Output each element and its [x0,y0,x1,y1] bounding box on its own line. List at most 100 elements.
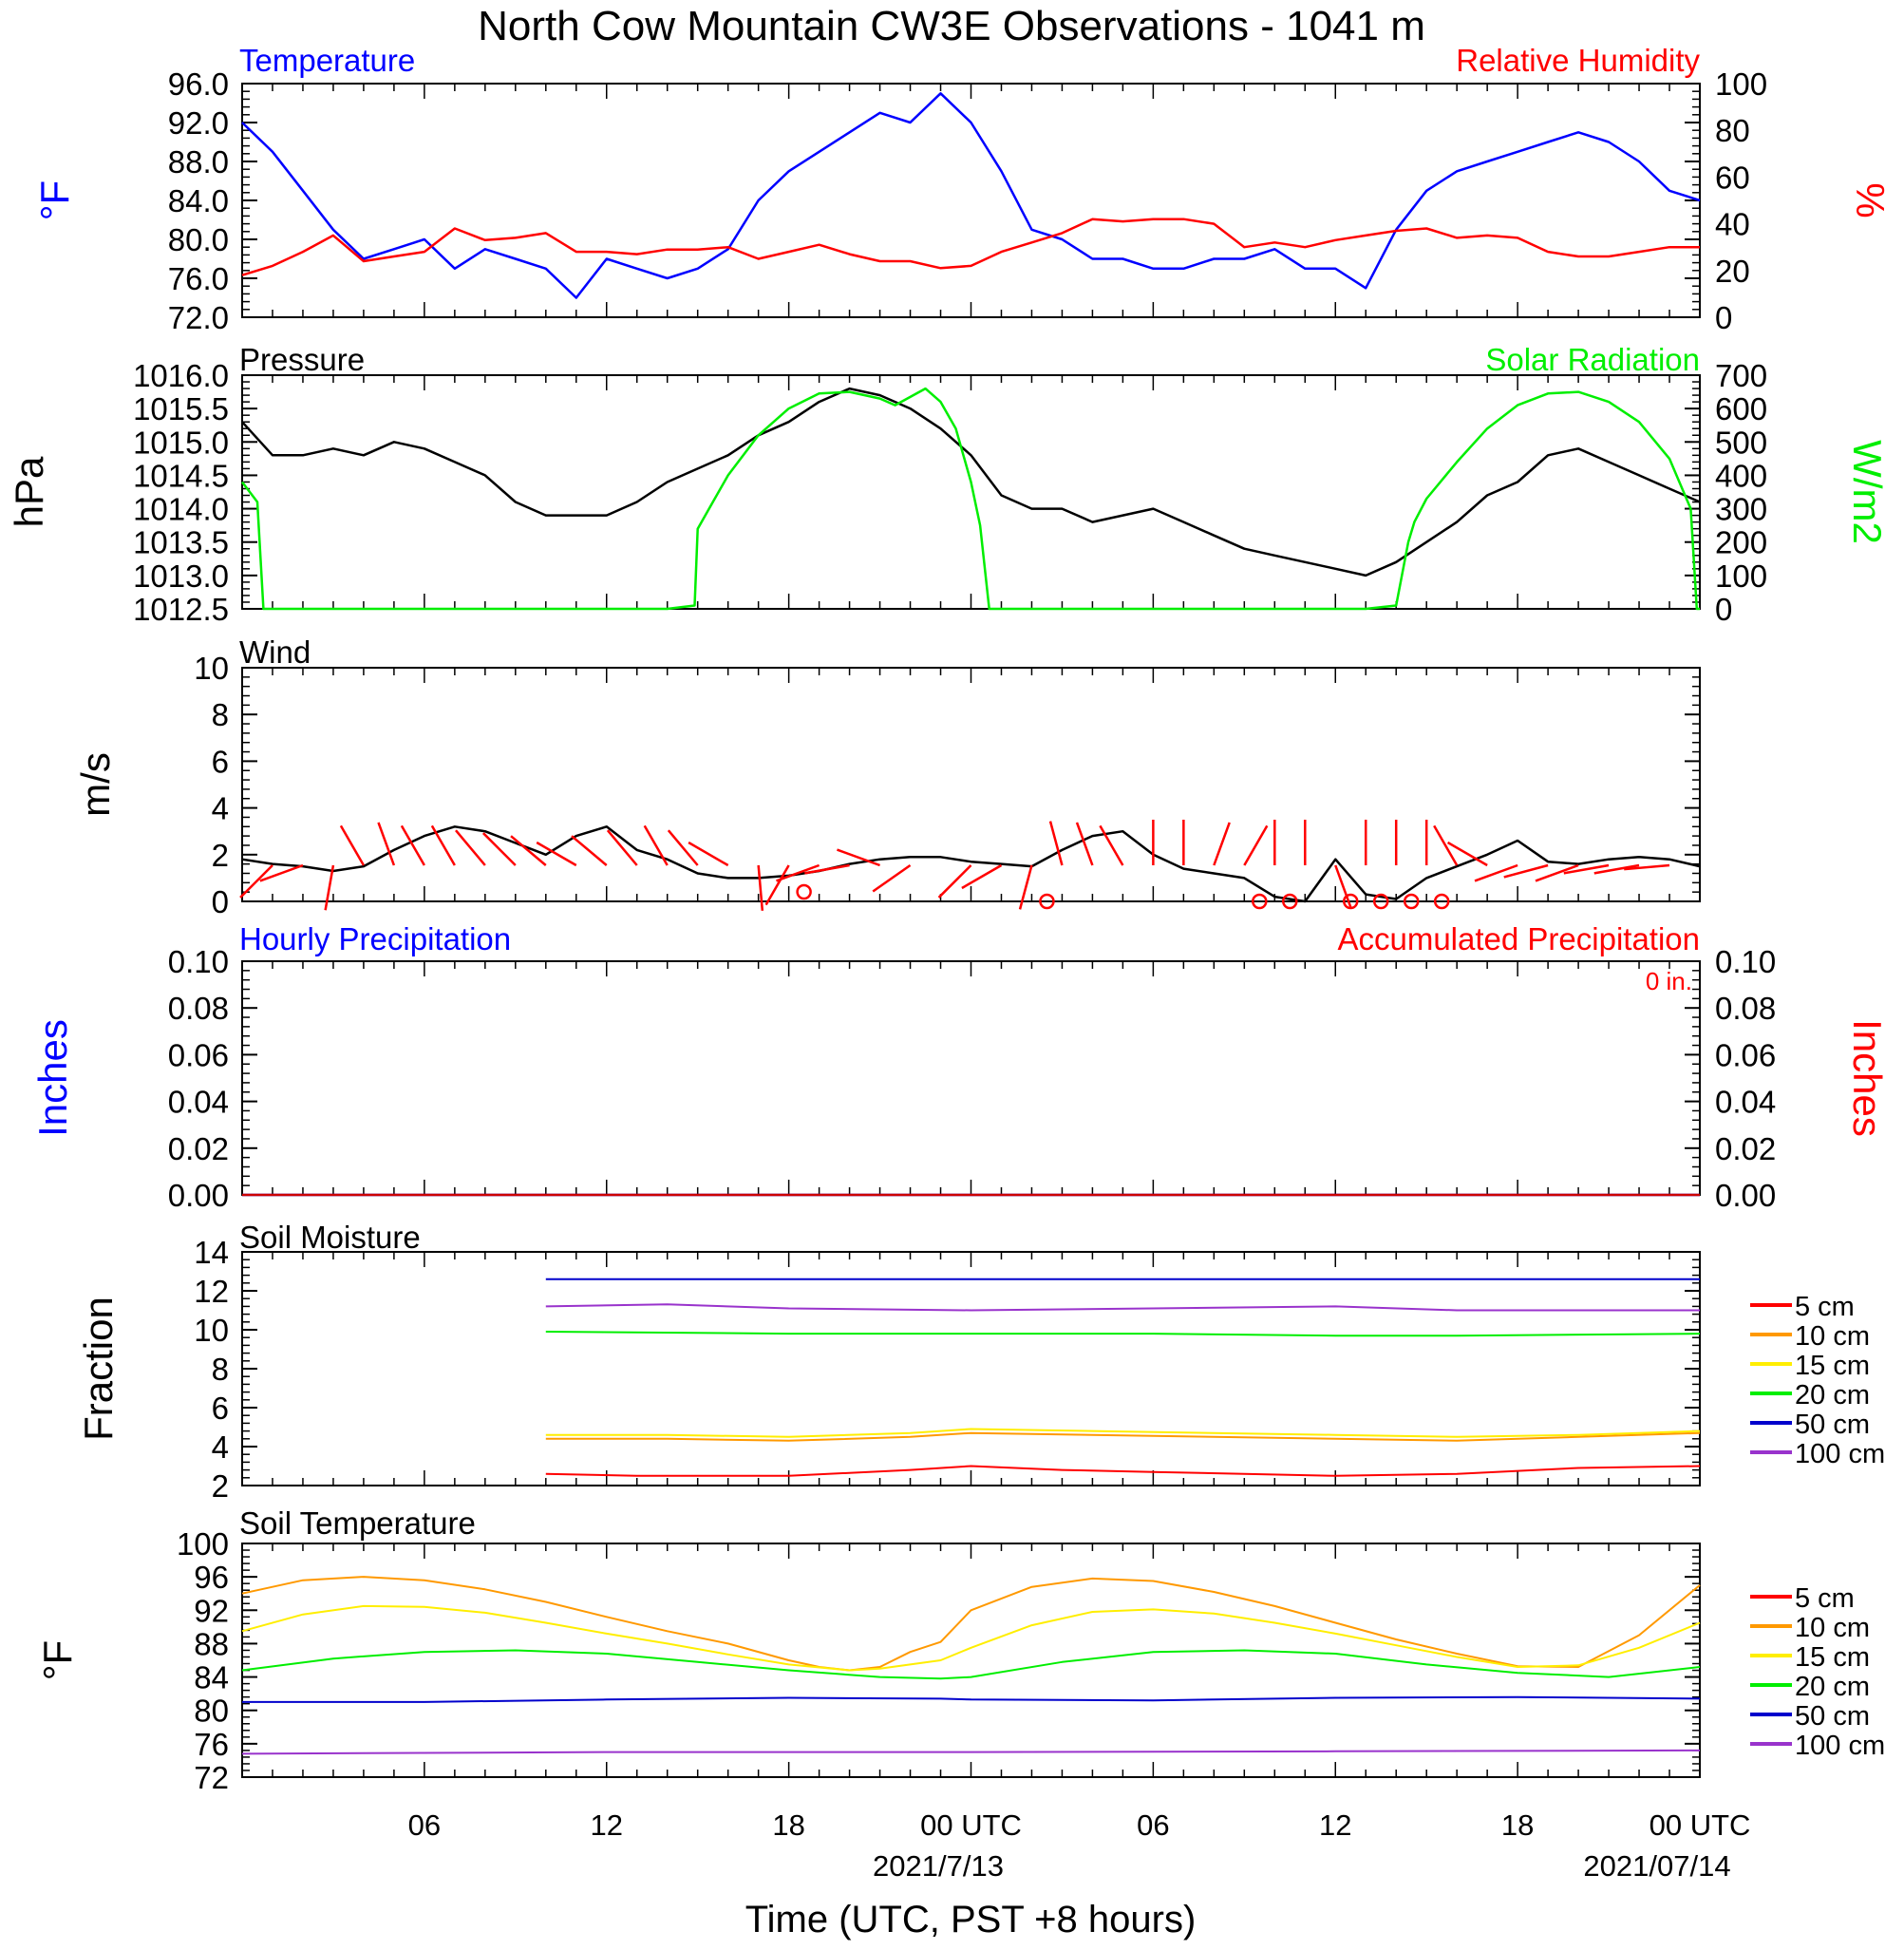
series-line-15-cm [545,1428,1701,1438]
soil-temperature-axis-label: °F [35,1640,80,1680]
calm-wind-marker [1282,893,1298,910]
solar-axis-label: W/m2 [1845,440,1890,544]
wind-barb [239,864,273,899]
solar-title: Solar Radiation [1485,342,1700,377]
wind-barb [455,829,486,866]
precip-left-axis-label: Inches [30,1019,75,1137]
y-tick-label: 4 [212,791,229,826]
y-tick-label: 1015.0 [133,425,229,460]
y-tick-label: 8 [212,697,229,732]
y-right-tick-label: 400 [1715,458,1767,493]
y-tick-label: 1013.5 [133,525,229,560]
y-tick-label: 0 [212,884,229,919]
y-right-tick-label: 0.10 [1715,944,1776,979]
y-right-tick-label: 600 [1715,391,1767,426]
y-tick-label: 76.0 [168,261,229,296]
wind-barb [339,824,365,866]
y-right-tick-label: 500 [1715,425,1767,460]
temp-rh-lines [241,92,1701,299]
wind-title: Wind [239,634,311,670]
y-tick-label: 92 [194,1593,229,1628]
calm-wind-marker [796,883,812,900]
precip-right-axis-label: Inches [1845,1019,1890,1137]
wind-axis-marks [241,667,1701,902]
y-tick-label: 10 [194,1313,229,1348]
solar-axis-label-text: W/m2 [1845,440,1890,544]
wind-barb [837,848,880,867]
wind-barb [804,863,850,875]
pressure-axis-label: hPa [7,456,51,527]
wind-barb [1535,863,1579,882]
y-right-tick-label: 0.04 [1715,1085,1776,1120]
wind-barb [688,841,729,867]
series-line-relative-humidity [241,218,1700,276]
x-tick-label: 18 [1501,1808,1534,1842]
humidity-title: Relative Humidity [1456,43,1700,78]
y-tick-label: 100 [177,1526,229,1562]
rh-tick-labels: 0 20 40 60 80 100 [1715,66,1767,335]
wind-barb [606,829,638,866]
x-axis-label: Time (UTC, PST +8 hours) [745,1899,1197,1941]
y-tick-label: 84 [194,1660,229,1695]
wind-barbs [239,820,1670,911]
date-label-2: 2021/07/14 [1583,1849,1730,1883]
precip-left-tick-labels: 0.00 0.02 0.04 0.06 0.08 0.10 [168,944,229,1213]
wind-barb [872,863,912,893]
series-line-20-cm [545,1331,1701,1337]
y-tick-label: 1014.0 [133,492,229,527]
y-tick-label: 14 [194,1235,229,1270]
wind-barb [377,822,396,866]
y-tick-label: 4 [212,1429,229,1465]
soil-temperature-lines [241,1576,1701,1755]
calm-wind-marker [1039,893,1055,910]
precip-right-tick-labels: 0.00 0.02 0.04 0.06 0.08 0.10 [1715,944,1776,1213]
y-right-tick-label: 700 [1715,358,1767,393]
y-tick-label: 6 [212,1391,229,1426]
wind-barb [1018,864,1033,910]
legend-label: 10 cm [1795,1321,1870,1352]
wind-barb [510,835,547,866]
y-tick-label: 0.10 [168,944,229,979]
series-line-10-cm [545,1431,1701,1442]
hourly-precip-title: Hourly Precipitation [239,921,511,956]
y-tick-label: 6 [212,744,229,779]
legend-label: 50 cm [1795,1701,1870,1732]
y-tick-label: 0.04 [168,1085,229,1120]
soil-temperature-axis-marks [241,1543,1701,1778]
y-right-tick-label: 20 [1715,254,1750,289]
calm-wind-marker [1372,893,1389,910]
x-tick-label: 18 [772,1808,804,1842]
y-right-tick-label: 0.08 [1715,991,1776,1026]
y-tick-label: 0.08 [168,991,229,1026]
temp-axis-label: °F [32,180,77,220]
wind-barb [259,863,304,882]
wind-barb [937,864,972,899]
y-tick-label: 0.02 [168,1131,229,1166]
legend-label: 100 cm [1795,1439,1885,1469]
series-line-solar-radiation [241,387,1700,611]
rh-axis-label: % [1848,182,1893,218]
y-tick-label: 0.00 [168,1178,229,1213]
y-tick-label: 12 [194,1274,229,1309]
temperature-title: Temperature [239,43,415,78]
y-right-tick-label: 0.06 [1715,1037,1776,1072]
wind-barb [481,832,517,866]
series-line-20-cm [241,1649,1701,1680]
legend-label: 15 cm [1795,1351,1870,1381]
series-line-10-cm [241,1576,1701,1672]
wind-barb [536,841,577,867]
wind-barb [1075,822,1094,866]
y-tick-label: 1012.5 [133,592,229,627]
date-label-1: 2021/7/13 [873,1849,1004,1883]
wind-barb [324,864,335,911]
y-tick-label: 2 [212,1468,229,1504]
series-line-100-cm [241,1749,1701,1755]
y-right-tick-label: 60 [1715,160,1750,195]
y-tick-label: 80.0 [168,222,229,257]
series-line-50-cm [242,1695,1701,1703]
temp-tick-labels: 72.0 76.0 80.0 84.088.092.096.0 [168,66,229,335]
